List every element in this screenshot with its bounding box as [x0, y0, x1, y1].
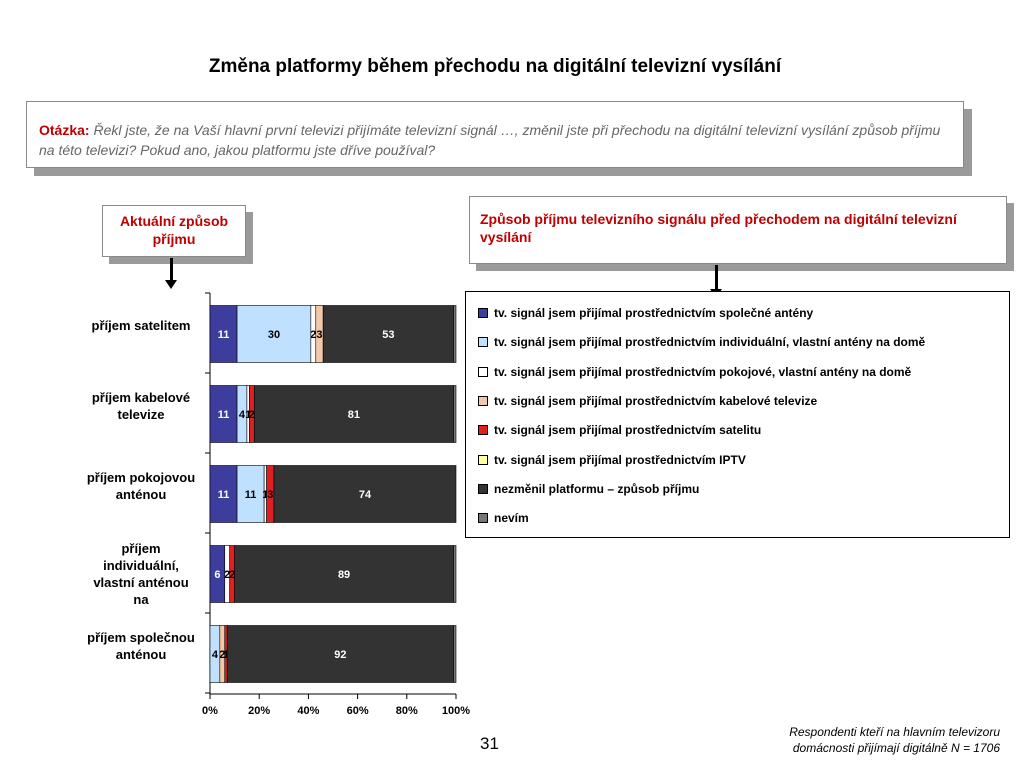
category-label: příjem satelitem — [91, 318, 191, 333]
data-label: 81 — [348, 409, 360, 421]
previous-reception-callout: Způsob příjmu televizního signálu před p… — [469, 196, 1007, 264]
legend-label: tv. signál jsem přijímal prostřednictvím… — [494, 393, 818, 408]
data-label: 11 — [245, 489, 257, 501]
page-title: Změna platformy během přechodu na digitá… — [208, 56, 782, 77]
bar-segment — [209, 385, 238, 443]
bar-segment — [229, 545, 235, 603]
legend-label: nezměnil platformu – způsob příjmu — [494, 481, 700, 496]
question-label: Otázka: — [39, 122, 90, 138]
bar-segment — [249, 385, 255, 443]
bar-segment — [226, 625, 454, 683]
x-tick-label: 20% — [248, 705, 270, 717]
x-tick-label: 40% — [297, 705, 319, 717]
bar-segment — [236, 305, 312, 363]
legend-label: tv. signál jsem přijímal prostřednictvím… — [494, 335, 926, 350]
x-tick-label: 0% — [202, 705, 218, 717]
chart-legend: tv. signál jsem přijímal prostřednictvím… — [465, 291, 1010, 538]
data-label: 11 — [218, 409, 230, 421]
bar-segment — [209, 465, 238, 523]
category-label: příjem pokojovou anténou — [86, 469, 196, 502]
bar-segment — [224, 545, 230, 603]
bar-segment — [315, 305, 324, 363]
legend-item: nezměnil platformu – způsob příjmu — [478, 482, 699, 496]
legend-label: tv. signál jsem přijímal prostřednictvím… — [494, 306, 814, 320]
data-label: 11 — [218, 489, 230, 501]
legend-item: nevím — [478, 511, 529, 525]
data-label: 2 — [229, 569, 235, 581]
bar-segment — [209, 305, 238, 363]
bar-segment — [310, 305, 317, 363]
data-label: 1 — [223, 649, 229, 661]
legend-label: tv. signál jsem přijímal prostřednictvím… — [494, 452, 746, 467]
legend-swatch — [478, 483, 488, 494]
question-text: Řekl jste, že na Vaší hlavní první telev… — [39, 122, 941, 158]
legend-label: tv. signál jsem přijímal prostřednictvím… — [494, 423, 762, 438]
legend-item: tv. signál jsem přijímal prostřednictvím… — [478, 423, 761, 437]
legend-swatch — [478, 425, 488, 436]
data-label: 2 — [249, 409, 255, 421]
question-box: Otázka: Řekl jste, že na Vaší hlavní prv… — [26, 101, 964, 168]
arrow-down-icon — [710, 265, 722, 298]
legend-swatch — [478, 513, 488, 524]
x-tick-label: 100% — [442, 705, 470, 717]
data-label: 4 — [212, 649, 219, 661]
legend-swatch — [478, 395, 488, 406]
footnote-line-2: domácnosti přijímají digitálně N = 1706 — [792, 741, 1000, 755]
data-label: 1 — [262, 489, 268, 501]
legend-label: nevím — [494, 511, 529, 526]
footnote-line-1: Respondenti kteří na hlavním televizoru — [789, 725, 1000, 739]
data-label: 74 — [359, 489, 372, 501]
bar-segment — [234, 545, 454, 603]
page-number: 31 — [480, 734, 499, 753]
bar-segment — [236, 465, 265, 523]
data-label: 53 — [382, 329, 394, 341]
legend-item: tv. signál jsem přijímal prostřednictvím… — [478, 306, 813, 320]
legend-item: tv. signál jsem přijímal prostřednictvím… — [478, 365, 911, 379]
data-label: 3 — [267, 489, 273, 501]
current-reception-callout: Aktuální způsob příjmu — [102, 205, 246, 257]
legend-label: tv. signál jsem přijímal prostřednictvím… — [494, 364, 912, 379]
data-label: 89 — [338, 569, 350, 581]
data-label: 2 — [219, 649, 225, 661]
data-label: 6 — [214, 569, 220, 581]
data-label: 4 — [239, 409, 246, 421]
bar-segment — [453, 625, 457, 683]
legend-item: tv. signál jsem přijímal prostřednictvím… — [478, 335, 925, 349]
bar-segment — [219, 625, 226, 683]
legend-swatch — [478, 308, 488, 318]
x-tick-label: 60% — [347, 705, 369, 717]
bar-segment — [236, 385, 248, 443]
arrow-down-icon — [165, 258, 177, 289]
bar-segment — [253, 385, 454, 443]
legend-swatch — [478, 337, 488, 348]
bar-segment — [209, 625, 221, 683]
legend-item: tv. signál jsem přijímal prostřednictvím… — [478, 394, 817, 408]
bar-segment — [453, 545, 457, 603]
data-label: 2 — [310, 329, 316, 341]
x-tick-label: 80% — [396, 705, 418, 717]
data-label: 30 — [268, 329, 280, 341]
bar-segment — [453, 385, 457, 443]
data-label: 1 — [245, 409, 251, 421]
legend-item: tv. signál jsem přijímal prostřednictvím… — [478, 453, 746, 467]
data-label: 92 — [334, 649, 346, 661]
category-label: příjem společnou anténou — [87, 629, 195, 662]
bar-segment — [224, 625, 228, 683]
bar-segment — [266, 465, 275, 523]
bar-segment — [209, 545, 226, 603]
bar-segment — [246, 385, 250, 443]
category-label: příjem kabelové televize — [91, 389, 191, 422]
category-label: příjem individuální, vlastní anténou na — [93, 541, 189, 607]
data-label: 2 — [224, 569, 230, 581]
data-label: 3 — [316, 329, 322, 341]
legend-swatch — [478, 454, 488, 465]
bar-segment — [273, 465, 457, 523]
bar-segment — [322, 305, 454, 363]
bar-segment — [263, 465, 267, 523]
legend-swatch — [478, 366, 488, 377]
bar-segment — [453, 305, 457, 363]
data-label: 11 — [218, 329, 230, 341]
footnote: Respondenti kteří na hlavním televizoru … — [700, 724, 1000, 756]
